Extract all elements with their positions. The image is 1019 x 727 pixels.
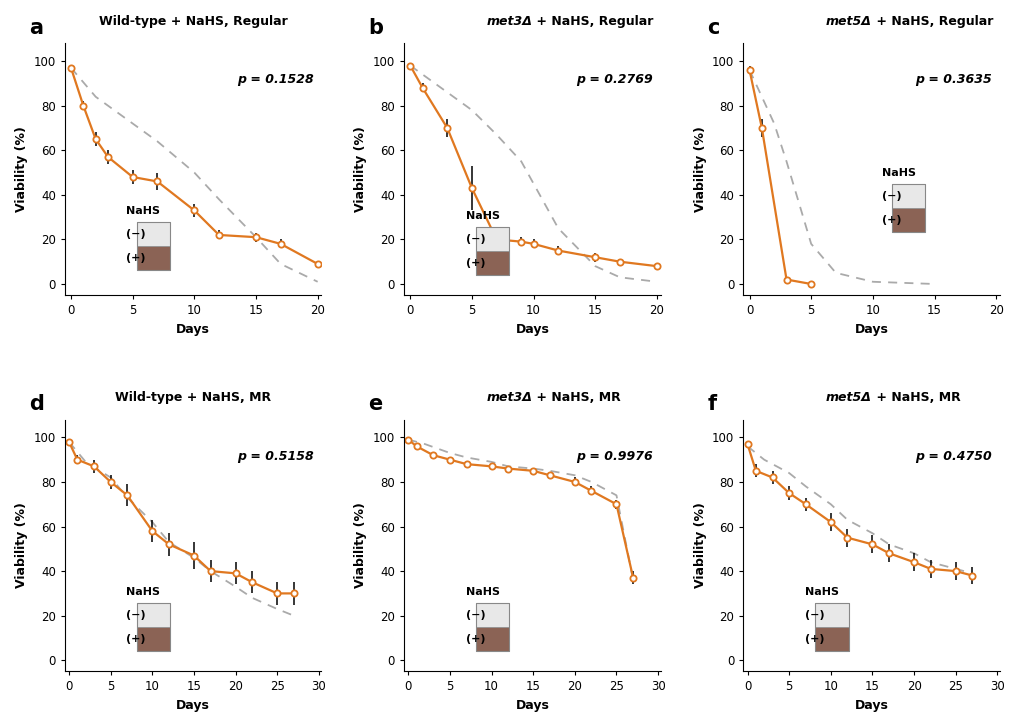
Text: + NaHS, Regular: + NaHS, Regular (871, 15, 993, 28)
Text: c: c (707, 18, 719, 38)
Text: (+): (+) (126, 253, 146, 263)
Bar (476, 227, 508, 275)
Bar (476, 603, 508, 651)
Text: b: b (368, 18, 383, 38)
Text: p = 0.5158: p = 0.5158 (236, 450, 314, 463)
Text: Wild-type + NaHS, Regular: Wild-type + NaHS, Regular (99, 15, 287, 28)
Y-axis label: Viability (%): Viability (%) (354, 502, 367, 588)
X-axis label: Days: Days (176, 699, 210, 712)
Text: (−): (−) (881, 191, 901, 201)
Text: p = 0.2769: p = 0.2769 (576, 73, 652, 87)
Y-axis label: Viability (%): Viability (%) (693, 126, 706, 212)
Text: p = 0.4750: p = 0.4750 (914, 450, 991, 463)
Text: (−): (−) (466, 611, 485, 620)
Text: NaHS: NaHS (126, 206, 160, 216)
Text: (−): (−) (126, 611, 146, 620)
Text: NaHS: NaHS (804, 587, 838, 597)
Text: e: e (368, 394, 382, 414)
X-axis label: Days: Days (515, 323, 549, 336)
Text: p = 0.3635: p = 0.3635 (914, 73, 991, 87)
Text: met3Δ: met3Δ (486, 391, 532, 404)
Bar (476, 251, 508, 275)
Bar (137, 627, 170, 651)
Bar (814, 627, 848, 651)
Y-axis label: Viability (%): Viability (%) (15, 126, 28, 212)
Text: f: f (707, 394, 716, 414)
Text: NaHS: NaHS (881, 168, 915, 178)
Text: Wild-type + NaHS, MR: Wild-type + NaHS, MR (115, 391, 271, 404)
Text: a: a (29, 18, 43, 38)
X-axis label: Days: Days (854, 699, 888, 712)
X-axis label: Days: Days (176, 323, 210, 336)
Bar (137, 222, 170, 246)
Bar (476, 603, 508, 627)
Text: + NaHS, MR: + NaHS, MR (532, 391, 621, 404)
Y-axis label: Viability (%): Viability (%) (15, 502, 28, 588)
Text: p = 0.9976: p = 0.9976 (576, 450, 652, 463)
Bar (892, 208, 924, 232)
X-axis label: Days: Days (515, 699, 549, 712)
Y-axis label: Viability (%): Viability (%) (354, 126, 367, 212)
Text: (−): (−) (126, 229, 146, 239)
Text: (+): (+) (466, 258, 485, 268)
Text: d: d (29, 394, 44, 414)
Text: (+): (+) (881, 215, 901, 225)
Text: (−): (−) (466, 234, 485, 244)
Bar (892, 185, 924, 232)
Bar (137, 603, 170, 627)
Bar (476, 227, 508, 251)
Bar (137, 603, 170, 651)
Bar (137, 246, 170, 270)
Text: (+): (+) (804, 634, 823, 644)
Text: met5Δ: met5Δ (825, 15, 871, 28)
Text: (−): (−) (804, 611, 823, 620)
Text: (+): (+) (126, 634, 146, 644)
Text: p = 0.1528: p = 0.1528 (236, 73, 314, 87)
Bar (137, 222, 170, 270)
Text: + NaHS, MR: + NaHS, MR (871, 391, 960, 404)
Text: (+): (+) (466, 634, 485, 644)
Text: + NaHS, Regular: + NaHS, Regular (532, 15, 653, 28)
Text: met5Δ: met5Δ (825, 391, 871, 404)
Text: NaHS: NaHS (466, 587, 499, 597)
Bar (476, 627, 508, 651)
Text: met3Δ: met3Δ (486, 15, 532, 28)
Bar (892, 185, 924, 208)
Text: NaHS: NaHS (126, 587, 160, 597)
Text: NaHS: NaHS (466, 211, 499, 221)
Bar (814, 603, 848, 627)
X-axis label: Days: Days (854, 323, 888, 336)
Y-axis label: Viability (%): Viability (%) (693, 502, 706, 588)
Bar (814, 603, 848, 651)
